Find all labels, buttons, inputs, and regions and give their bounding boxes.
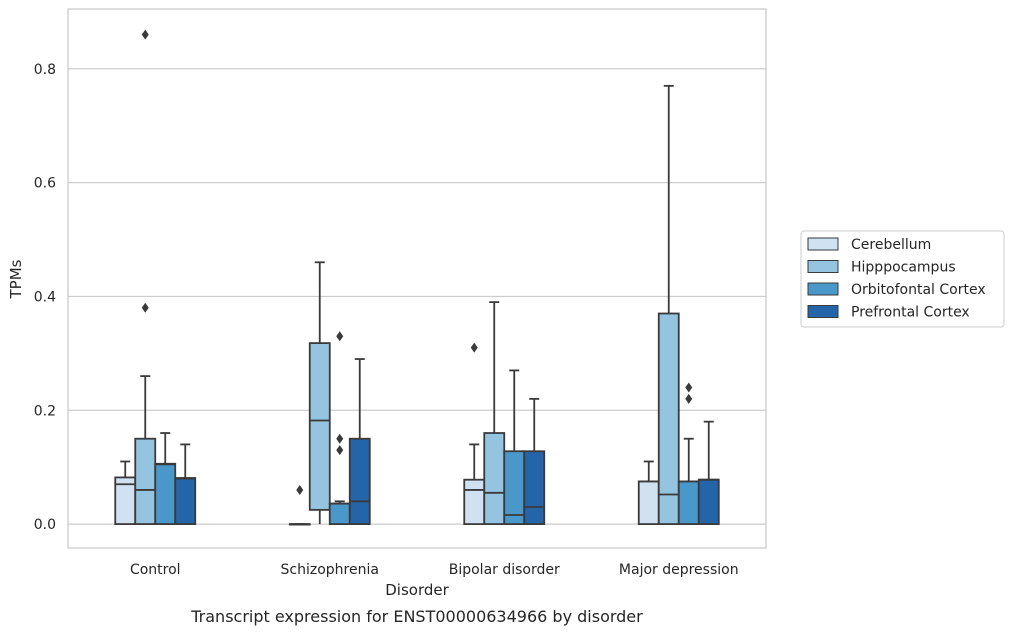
- box-iqr: [657, 312, 680, 525]
- y-tick-label: 0.0: [34, 517, 56, 533]
- outlier-point: [141, 29, 149, 40]
- outlier-point: [141, 302, 149, 313]
- plot-frame: [67, 8, 767, 549]
- box-plot: [348, 358, 371, 525]
- x-tick-labels: Control Schizophrenia Bipolar disorder Majo…: [130, 562, 739, 578]
- box-plot: [697, 420, 720, 525]
- legend-items: Cerebellum Hipppocampus Orbitofontal Corte…: [807, 237, 986, 321]
- legend-swatch: [807, 260, 839, 273]
- outlier-point: [685, 382, 693, 393]
- box-plot: [523, 397, 546, 525]
- legend: Cerebellum Hipppocampus Orbitofontal Corte…: [800, 230, 1005, 328]
- legend-label: Cerebellum: [851, 237, 931, 253]
- box-plot: [463, 342, 486, 525]
- legend-frame: [800, 230, 1005, 328]
- box-iqr: [697, 478, 720, 525]
- outlier-point: [336, 445, 344, 456]
- box-plot: [308, 261, 331, 525]
- y-axis-label: TPMs: [7, 259, 25, 299]
- legend-label: Orbitofontal Cortex: [851, 282, 986, 298]
- legend-label: Hipppocampus: [851, 260, 956, 276]
- box-iqr: [637, 480, 660, 525]
- box-plot: [328, 331, 351, 525]
- legend-label: Prefrontal Cortex: [851, 305, 970, 321]
- box-plot: [134, 29, 157, 525]
- box-layer: [114, 29, 720, 526]
- box-iqr: [523, 450, 546, 525]
- box-iqr: [503, 450, 526, 525]
- legend-swatch: [807, 282, 839, 296]
- y-tick-labels: 0.0 0.2 0.4 0.6 0.8: [34, 62, 56, 533]
- box-plot: [503, 369, 526, 525]
- legend-swatch: [807, 237, 839, 251]
- box-plot: [288, 484, 311, 526]
- box-plot: [657, 84, 680, 525]
- box-iqr: [348, 437, 371, 525]
- x-axis-label: Disorder: [385, 581, 449, 599]
- box-plot: [677, 382, 700, 525]
- box-plot: [637, 460, 660, 525]
- legend-swatch: [807, 305, 839, 318]
- box-plot: [174, 443, 197, 525]
- outlier-point: [685, 393, 693, 404]
- chart-caption: Transcript expression for ENST0000063496…: [190, 607, 643, 626]
- box-plot: [154, 432, 177, 525]
- outlier-point: [336, 433, 344, 444]
- outlier-point: [296, 484, 304, 495]
- y-tick-label: 0.8: [34, 62, 56, 78]
- y-tick-label: 0.2: [34, 403, 56, 419]
- x-tick-label: Bipolar disorder: [449, 562, 560, 578]
- y-tick-label: 0.4: [34, 289, 56, 305]
- outlier-point: [336, 331, 344, 342]
- box-iqr: [174, 477, 197, 525]
- box-iqr: [463, 478, 486, 525]
- box-plot: [483, 301, 506, 525]
- y-tick-label: 0.6: [34, 176, 56, 192]
- box-iqr: [308, 342, 331, 511]
- box-iqr: [154, 462, 177, 525]
- box-iqr: [483, 432, 506, 525]
- outlier-point: [470, 342, 478, 353]
- box-iqr: [134, 437, 157, 525]
- x-tick-label: Control: [130, 562, 181, 578]
- x-tick-label: Schizophrenia: [281, 562, 379, 578]
- box-iqr: [328, 502, 351, 525]
- x-tick-label: Major depression: [619, 562, 739, 578]
- box-iqr: [677, 480, 700, 525]
- box-plot: [114, 460, 137, 525]
